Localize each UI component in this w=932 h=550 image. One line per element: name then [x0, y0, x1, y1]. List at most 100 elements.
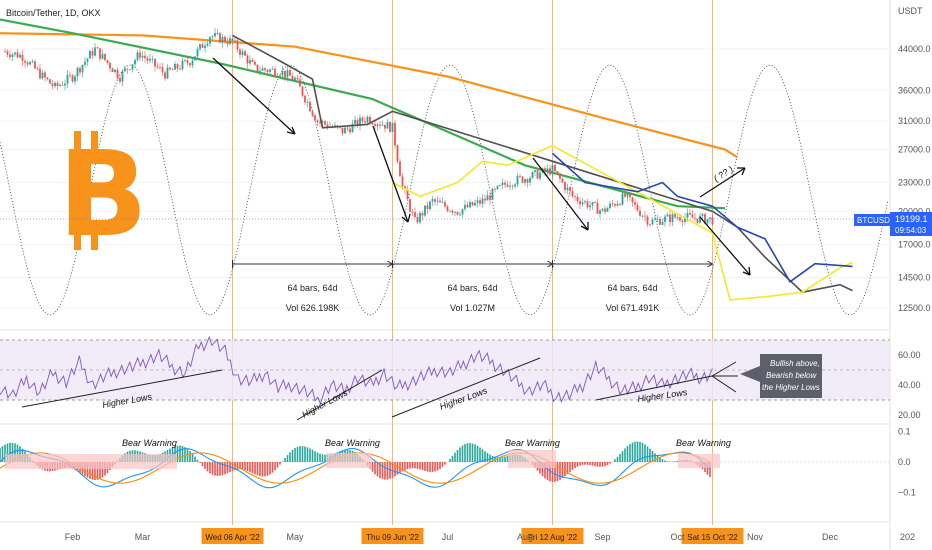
candle-body — [86, 58, 89, 62]
candle-body — [21, 54, 24, 61]
candle-body — [231, 38, 234, 42]
macd-histogram-bar — [604, 462, 606, 467]
candle-body — [569, 187, 571, 192]
moving-averages — [0, 18, 739, 210]
candle-body — [246, 55, 249, 64]
candle-body — [56, 82, 59, 86]
candle-body — [671, 214, 674, 223]
candle-body — [164, 72, 166, 79]
macd-histogram-bar — [371, 462, 374, 472]
higher-lows-line — [595, 375, 713, 401]
macd-histogram-bar — [411, 462, 414, 469]
candle-body — [574, 196, 576, 198]
candle-body — [126, 68, 129, 70]
macd-histogram-bar — [439, 462, 441, 470]
macd-histogram-bar — [394, 462, 396, 477]
macd-histogram-bar — [599, 462, 601, 467]
date-marker-box — [361, 528, 424, 544]
macd-histogram-bar — [374, 462, 376, 475]
macd-histogram-bar — [259, 462, 261, 477]
candle-body — [284, 70, 286, 78]
candle-body — [344, 127, 346, 134]
candle-body — [466, 204, 469, 208]
candle-body — [36, 68, 39, 70]
candle-body — [526, 179, 529, 183]
candle-body — [689, 212, 691, 215]
candle-body — [696, 218, 699, 223]
price-tick-label: 27000.0 — [898, 145, 931, 155]
trend-arrows — [212, 57, 751, 276]
candle-body — [286, 70, 289, 78]
macd-histogram-bar — [211, 462, 214, 475]
candle-body — [376, 124, 379, 126]
candle-body — [289, 70, 291, 76]
macd-histogram-bar — [541, 462, 544, 477]
candle-body — [431, 199, 434, 202]
candle-body — [341, 127, 344, 134]
higher-lows-line — [21, 369, 223, 408]
candle-body — [399, 161, 401, 177]
month-tick-label: Feb — [65, 532, 81, 542]
candle-body — [184, 60, 186, 62]
candle-body — [51, 83, 54, 87]
candle-body — [206, 43, 209, 46]
candle-body — [321, 121, 324, 123]
candle-body — [34, 61, 36, 69]
bear-warning-label: Bear Warning — [122, 438, 177, 448]
candle-body — [211, 36, 214, 38]
macd-histogram-bar — [419, 462, 421, 470]
candle-body — [359, 117, 361, 126]
candle-body — [279, 75, 281, 77]
candle-body — [251, 60, 254, 62]
macd-histogram-bar — [501, 457, 504, 462]
macd-histogram-bar — [179, 445, 181, 462]
candle-body — [484, 198, 486, 201]
price-tick-label: 44000.0 — [898, 44, 931, 54]
candle-body — [439, 200, 441, 203]
date-marker-label: Sat 15 Oct '22 — [687, 533, 738, 542]
candle-body — [676, 217, 679, 219]
candle-body — [309, 102, 311, 112]
month-tick-label: Oct — [670, 532, 685, 542]
macd-histogram-bar — [386, 462, 389, 480]
candle-body — [234, 40, 236, 42]
candle-body — [161, 67, 164, 73]
macd-histogram-bar — [606, 462, 609, 466]
macd-histogram-bar — [209, 462, 211, 474]
macd-axis: −0.1 0.0 0.1 — [898, 427, 916, 498]
higher-lows-line — [296, 369, 383, 421]
macd-histogram-bar — [206, 462, 209, 472]
macd-histogram-bar — [261, 462, 264, 477]
price-box — [890, 212, 932, 236]
callout-line-1: Bullish above, — [770, 359, 820, 368]
fractal-overlays — [232, 34, 853, 301]
price-tick-label: 12500.0 — [898, 303, 931, 313]
candle-body — [216, 32, 219, 34]
candle-body — [659, 219, 661, 225]
bear-warning-boxes — [5, 450, 720, 469]
macd-tick-label: −0.1 — [898, 487, 916, 497]
candle-body — [384, 124, 386, 129]
candle-body — [499, 185, 501, 186]
callout-line-2: Bearish below — [766, 371, 817, 380]
macd-histogram-bar — [709, 462, 711, 478]
trend-arrow — [699, 216, 751, 276]
macd-histogram-bar — [221, 462, 224, 476]
candles — [4, 28, 714, 228]
date-marker-box — [521, 528, 584, 544]
date-marker-label: Fri 12 Aug '22 — [528, 533, 578, 542]
candle-body — [404, 186, 406, 190]
macd-histogram-bar — [441, 462, 444, 468]
candle-body — [91, 51, 94, 56]
arrow-head-icon — [737, 167, 746, 176]
macd-histogram-bar — [244, 462, 246, 471]
candle-body — [11, 54, 14, 58]
candle-body — [224, 36, 226, 43]
arrow-head-icon — [401, 213, 411, 223]
macd-histogram-bar — [0, 447, 1, 462]
candle-body — [496, 185, 499, 189]
candle-body — [201, 44, 204, 48]
macd-histogram-bar — [286, 455, 289, 462]
bitcoin-logo-icon: B — [58, 125, 148, 263]
